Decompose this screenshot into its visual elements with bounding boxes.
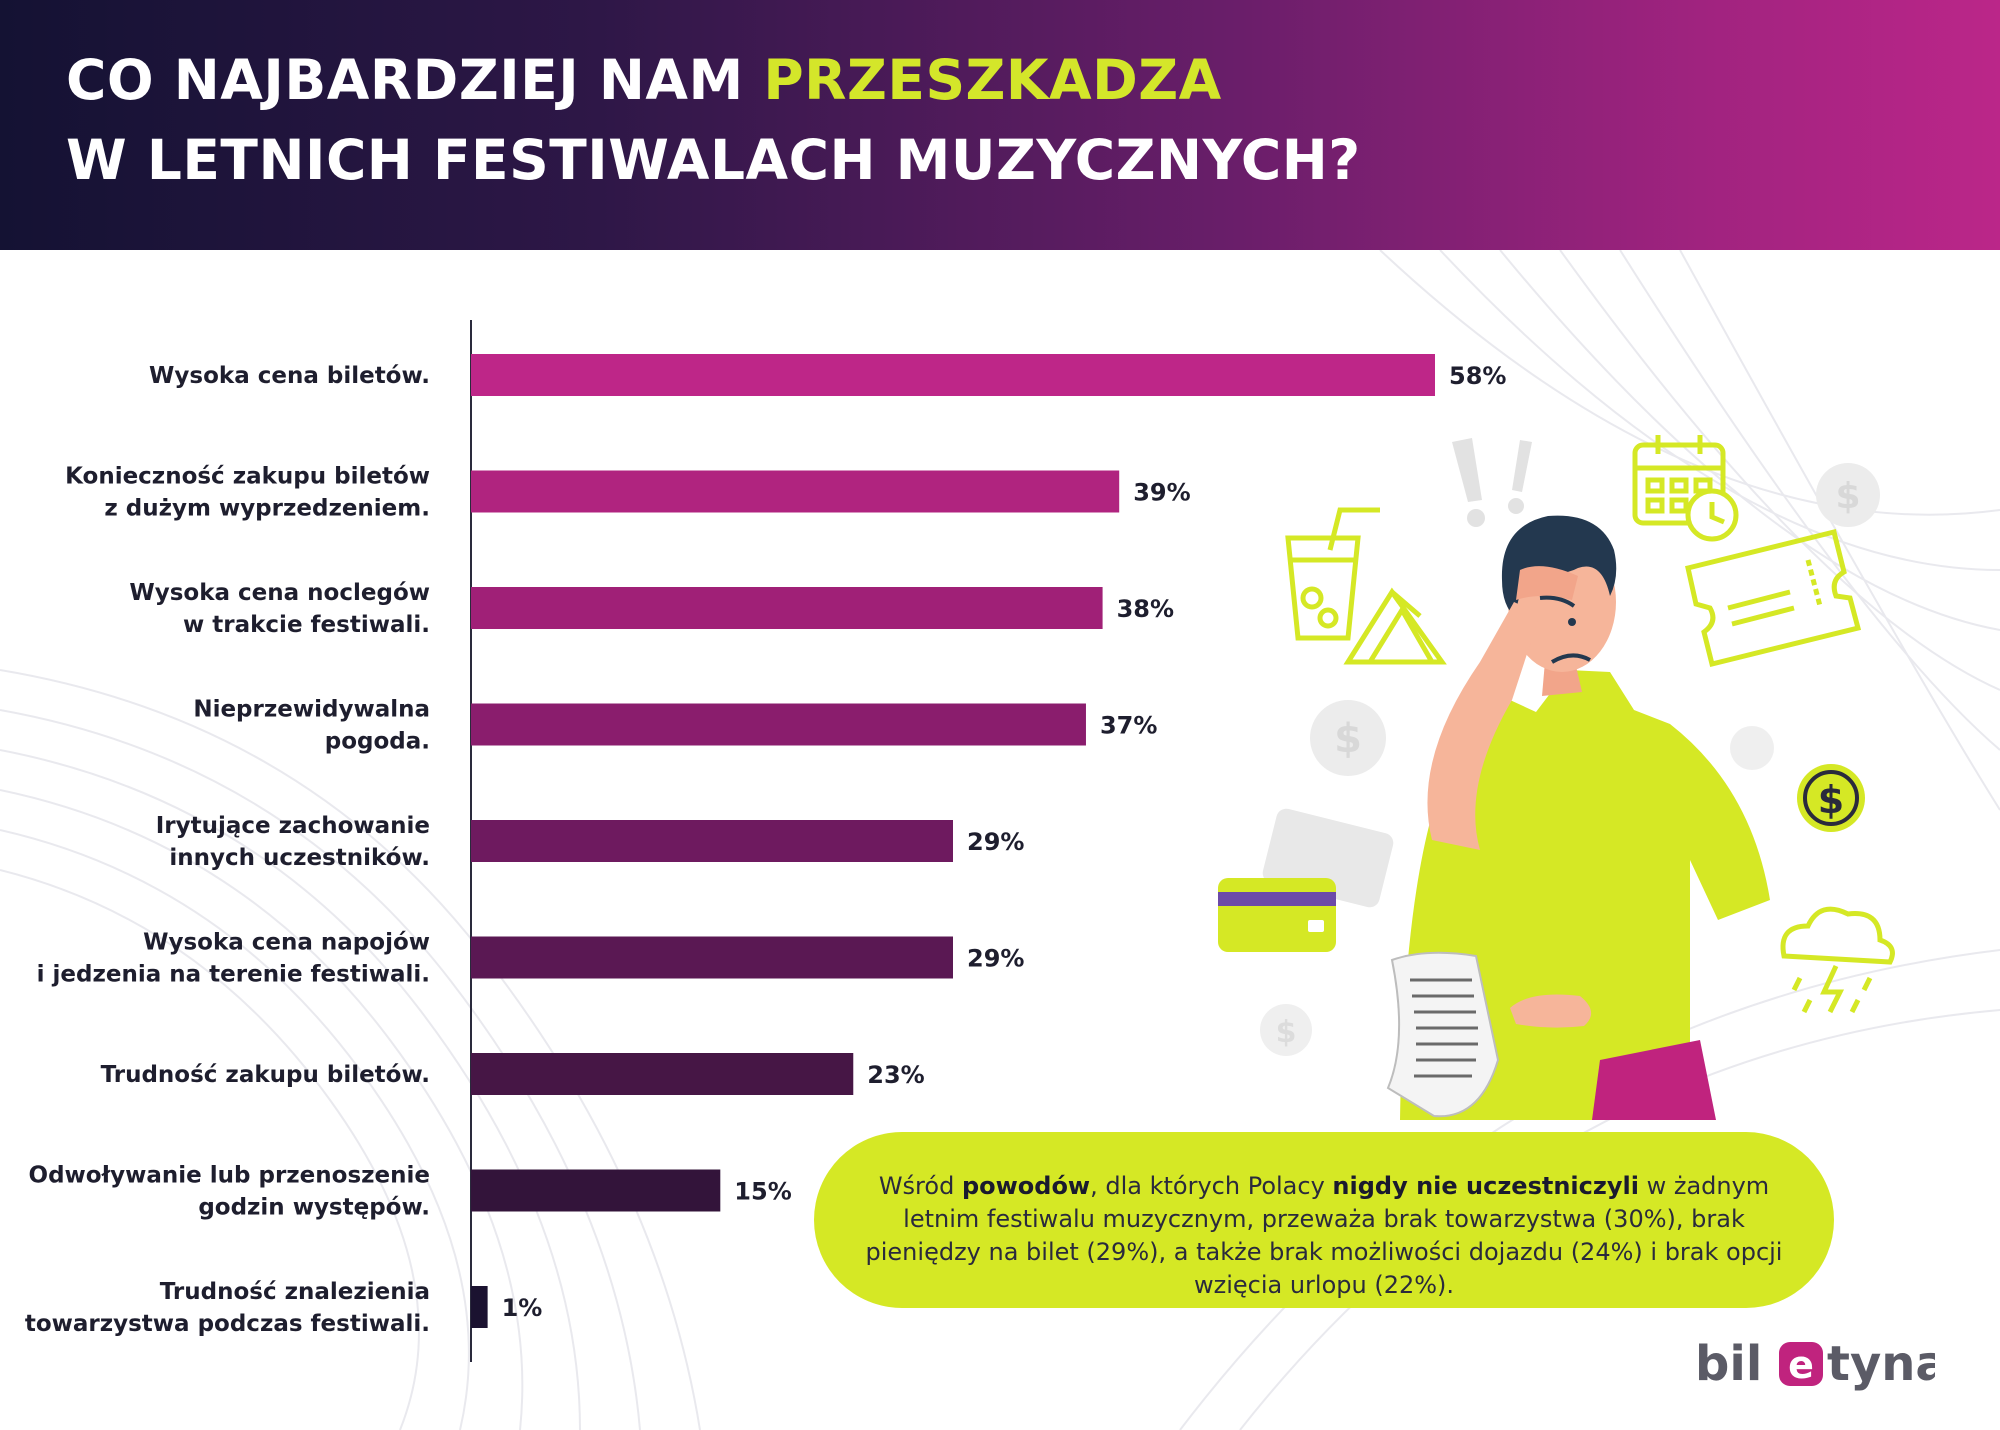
person-figure: [1386, 515, 1770, 1120]
bar-5: [471, 820, 953, 862]
svg-text:$: $: [1818, 778, 1844, 822]
callout-text-3: w żadnym letnim festiwalu muzycznym, prz…: [865, 1172, 1783, 1299]
category-label-6: Wysoka cena napojów i jedzenia na terenie…: [37, 930, 430, 988]
bar-3: [471, 587, 1103, 629]
header-banner: CO NAJBARDZIEJ NAM PRZESZKADZA W LETNICH…: [0, 0, 2000, 250]
bars-group: 58% Wysoka cena biletów. 39% Konieczność za…: [25, 354, 1506, 1337]
category-label-7: Trudność zakupu biletów.: [101, 1062, 430, 1088]
page-title-line1: CO NAJBARDZIEJ NAM PRZESZKADZA: [66, 48, 1222, 112]
credit-card-icon: [1218, 808, 1394, 952]
value-label-6: 29%: [967, 945, 1024, 973]
value-label-7: 23%: [867, 1061, 924, 1089]
logo-mark: [1779, 1342, 1823, 1386]
value-label-1: 58%: [1449, 362, 1506, 390]
svg-text:$: $: [1334, 716, 1362, 762]
page-title-line2: W LETNICH FESTIWALACH MUZYCZNYCH?: [66, 128, 1361, 192]
bar-6: [471, 936, 953, 979]
illustration: $ $ $ $: [1218, 435, 1895, 1120]
category-label-8: Odwoływanie lub przenoszenie godzin wystę…: [29, 1163, 430, 1221]
category-label-9: Trudność znalezienia towarzystwa podczas …: [25, 1279, 430, 1337]
bar-7: [471, 1053, 854, 1095]
title-part1: CO NAJBARDZIEJ NAM: [66, 48, 764, 112]
value-label-2: 39%: [1133, 479, 1190, 507]
biletyna-logo: bil e tyna: [1695, 1336, 1935, 1392]
bar-9: [471, 1286, 488, 1328]
bar-4: [471, 703, 1086, 746]
value-label-9: 1%: [502, 1294, 543, 1322]
logo-mark-glyph: e: [1788, 1343, 1814, 1387]
drink-icon: [1285, 507, 1380, 641]
value-label-8: 15%: [734, 1178, 791, 1206]
value-label-3: 38%: [1117, 595, 1174, 623]
dollar-coin-icon: $ $ $ $: [1260, 463, 1880, 1056]
value-label-5: 29%: [967, 828, 1024, 856]
bar-1: [471, 354, 1435, 396]
title-highlight: PRZESZKADZA: [763, 48, 1222, 112]
tent-icon: [1343, 587, 1447, 665]
exclamation-icon: [1452, 438, 1532, 527]
logo-text-right: tyna: [1827, 1336, 1935, 1392]
category-label-4: Nieprzewidywalna pogoda.: [193, 697, 430, 755]
callout-bold-2: nigdy nie uczestniczyli: [1332, 1172, 1639, 1200]
storm-cloud-icon: [1780, 906, 1895, 1014]
callout-text-2: , dla których Polacy: [1090, 1172, 1333, 1200]
ticket-icon: [1685, 528, 1862, 668]
category-label-2: Konieczność zakupu biletów z dużym wyprze…: [65, 464, 430, 522]
bar-8: [471, 1169, 721, 1212]
callout-bold-1: powodów: [961, 1172, 1091, 1200]
callout-text-1: Wśród: [878, 1172, 962, 1200]
bar-2: [471, 470, 1120, 513]
category-label-5: Irytujące zachowanie innych uczestników.: [156, 813, 430, 871]
callout-box: Wśród powodów, dla których Polacy nigdy …: [814, 1132, 1834, 1308]
callout-text: Wśród powodów, dla których Polacy nigdy …: [854, 1170, 1794, 1302]
category-label-1: Wysoka cena biletów.: [149, 363, 430, 389]
svg-text:$: $: [1835, 476, 1860, 517]
logo-text-left: bil: [1695, 1336, 1762, 1392]
category-label-3: Wysoka cena noclegów w trakcie festiwali.: [129, 580, 430, 638]
calendar-clock-icon: [1632, 435, 1739, 542]
value-label-4: 37%: [1100, 712, 1157, 740]
svg-text:$: $: [1276, 1015, 1297, 1050]
bar-chart: 58% Wysoka cena biletów. 39% Konieczność za…: [25, 320, 1506, 1362]
